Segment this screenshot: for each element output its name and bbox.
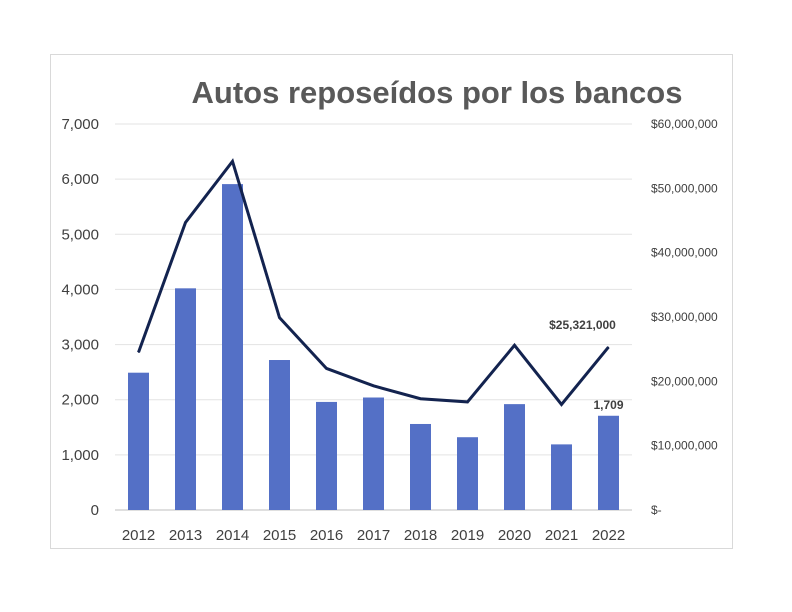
bar xyxy=(316,401,337,510)
left-tick-label: 4,000 xyxy=(61,281,99,298)
right-tick-label: $20,000,000 xyxy=(651,374,718,388)
x-tick-label: 2021 xyxy=(545,527,578,544)
bar xyxy=(175,288,196,510)
x-tick-label: 2013 xyxy=(169,527,202,544)
x-tick-label: 2022 xyxy=(592,527,625,544)
chart-frame: Autos reposeídos por los bancos 0 1,000 2,… xyxy=(50,54,733,549)
line-point xyxy=(138,351,139,353)
bar-data-label: 1,709 xyxy=(593,398,623,412)
line-point xyxy=(467,401,468,403)
line-series xyxy=(137,158,610,407)
line-point xyxy=(279,317,280,319)
x-tick-label: 2018 xyxy=(404,527,437,544)
x-tick-label: 2017 xyxy=(357,527,390,544)
right-tick-label: $60,000,000 xyxy=(651,117,718,131)
chart-canvas: Autos reposeídos por los bancos 0 1,000 2,… xyxy=(61,75,718,544)
x-tick-label: 2015 xyxy=(263,527,296,544)
right-tick-label: $30,000,000 xyxy=(651,310,718,324)
left-tick-label: 2,000 xyxy=(61,392,99,409)
line-point xyxy=(373,385,374,387)
left-axis-ticks: 0 1,000 2,000 3,000 4,000 5,000 6,000 7,000 xyxy=(61,116,99,519)
line-path xyxy=(137,158,610,407)
bar xyxy=(128,372,149,510)
left-tick-label: 1,000 xyxy=(61,447,99,464)
right-tick-label: $50,000,000 xyxy=(651,181,718,195)
x-tick-label: 2014 xyxy=(216,527,249,544)
left-tick-label: 5,000 xyxy=(61,226,99,243)
bar xyxy=(504,404,525,510)
bar xyxy=(363,397,384,510)
bar xyxy=(551,444,572,510)
right-axis-ticks: $- $10,000,000 $20,000,000 $30,000,000 $40,0… xyxy=(651,117,718,517)
line-point xyxy=(561,403,562,405)
line-data-label: $25,321,000 xyxy=(549,318,616,332)
x-tick-label: 2016 xyxy=(310,527,343,544)
line-point xyxy=(514,344,515,346)
bar xyxy=(222,184,243,510)
bar-series xyxy=(128,184,619,510)
x-tick-label: 2012 xyxy=(122,527,155,544)
line-point xyxy=(326,367,327,369)
left-tick-label: 3,000 xyxy=(61,337,99,354)
right-tick-label: $10,000,000 xyxy=(651,439,718,453)
chart-title: Autos reposeídos por los bancos xyxy=(192,75,683,110)
left-tick-label: 0 xyxy=(91,502,99,519)
x-axis-ticks: 2012 2013 2014 2015 2016 2017 2018 2019 2020 2021… xyxy=(122,527,625,544)
bar xyxy=(269,360,290,510)
line-point xyxy=(608,346,609,348)
x-tick-label: 2020 xyxy=(498,527,531,544)
right-tick-label: $- xyxy=(651,503,662,517)
right-tick-label: $40,000,000 xyxy=(651,246,718,260)
left-tick-label: 6,000 xyxy=(61,171,99,188)
left-tick-label: 7,000 xyxy=(61,116,99,133)
line-point xyxy=(185,221,186,223)
bar xyxy=(457,437,478,510)
line-point xyxy=(232,160,233,162)
bar xyxy=(598,415,619,510)
bar xyxy=(410,423,431,510)
x-tick-label: 2019 xyxy=(451,527,484,544)
line-point xyxy=(420,398,421,400)
